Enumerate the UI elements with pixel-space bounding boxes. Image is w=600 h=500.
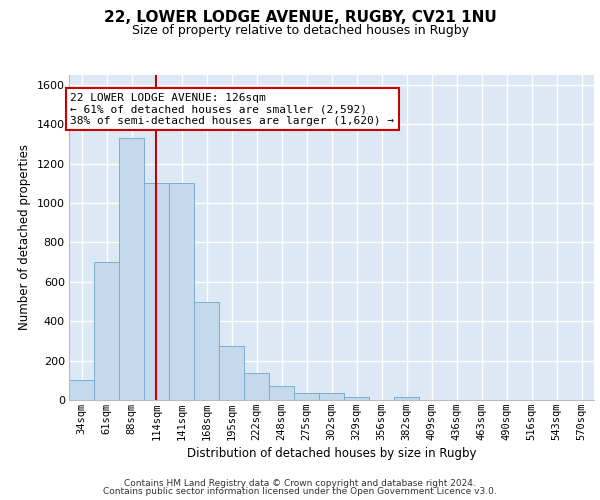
- Bar: [94, 262, 119, 400]
- X-axis label: Distribution of detached houses by size in Rugby: Distribution of detached houses by size …: [187, 447, 476, 460]
- Text: Contains public sector information licensed under the Open Government Licence v3: Contains public sector information licen…: [103, 487, 497, 496]
- Y-axis label: Number of detached properties: Number of detached properties: [18, 144, 31, 330]
- Bar: [69, 380, 94, 400]
- Bar: [169, 184, 194, 400]
- Bar: [319, 393, 344, 400]
- Bar: [294, 393, 319, 400]
- Bar: [219, 346, 244, 400]
- Bar: [244, 374, 269, 400]
- Bar: [394, 397, 419, 400]
- Bar: [144, 184, 169, 400]
- Text: Contains HM Land Registry data © Crown copyright and database right 2024.: Contains HM Land Registry data © Crown c…: [124, 478, 476, 488]
- Bar: [119, 138, 144, 400]
- Text: Size of property relative to detached houses in Rugby: Size of property relative to detached ho…: [131, 24, 469, 37]
- Text: 22, LOWER LODGE AVENUE, RUGBY, CV21 1NU: 22, LOWER LODGE AVENUE, RUGBY, CV21 1NU: [104, 10, 496, 25]
- Bar: [269, 386, 294, 400]
- Text: 22 LOWER LODGE AVENUE: 126sqm
← 61% of detached houses are smaller (2,592)
38% o: 22 LOWER LODGE AVENUE: 126sqm ← 61% of d…: [70, 92, 394, 126]
- Bar: [194, 302, 219, 400]
- Bar: [344, 397, 369, 400]
